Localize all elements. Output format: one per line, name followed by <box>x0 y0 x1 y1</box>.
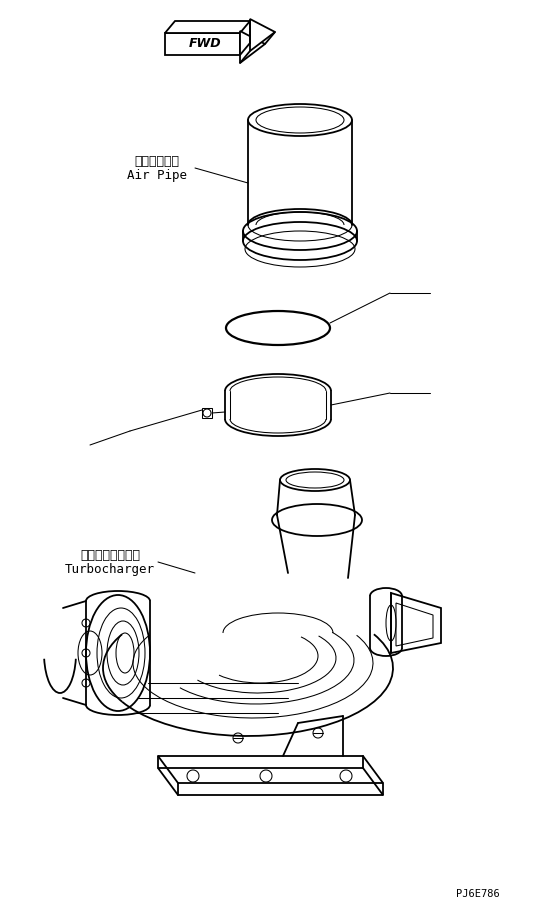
Text: ターボチャージャ: ターボチャージャ <box>80 549 140 561</box>
Text: FWD: FWD <box>189 37 221 49</box>
Text: PJ6E786: PJ6E786 <box>456 889 500 899</box>
Text: Air Pipe: Air Pipe <box>127 169 187 182</box>
Text: Turbocharger: Turbocharger <box>65 562 155 575</box>
Polygon shape <box>250 19 275 51</box>
Polygon shape <box>165 33 240 55</box>
Polygon shape <box>240 31 265 63</box>
Text: エアーパイプ: エアーパイプ <box>135 154 179 167</box>
Polygon shape <box>165 21 250 33</box>
